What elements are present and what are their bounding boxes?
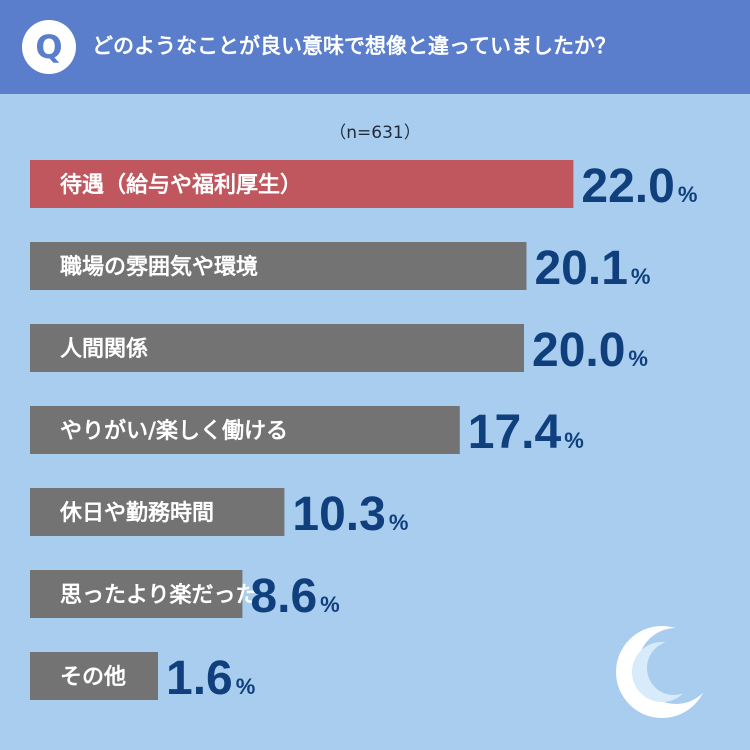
value-label: 20.1%	[534, 242, 650, 295]
category-label: 待遇（給与や福利厚生）	[60, 172, 302, 198]
value-label: 1.6%	[166, 652, 255, 705]
bar	[30, 324, 524, 372]
category-label: 職場の雰囲気や環境	[60, 254, 258, 280]
bar	[30, 242, 527, 290]
bar	[30, 488, 285, 536]
bar	[30, 160, 574, 208]
question-badge: Q	[22, 20, 76, 74]
value-label: 10.3%	[292, 488, 408, 541]
value-label: 17.4%	[468, 406, 584, 459]
value-label: 8.6%	[250, 570, 339, 623]
category-label: やりがい/楽しく働ける	[60, 418, 288, 444]
header-bar: Q どのようなことが良い意味で想像と違っていましたか？	[0, 0, 750, 94]
category-label: その他	[60, 665, 126, 690]
category-label: 思ったより楽だった	[60, 582, 258, 608]
value-label: 20.0%	[532, 324, 648, 377]
value-label: 22.0%	[581, 160, 697, 213]
crescent-logo-icon	[616, 626, 712, 718]
bar	[30, 652, 158, 700]
question-title: どのようなことが良い意味で想像と違っていましたか？	[92, 34, 616, 58]
bar	[30, 406, 460, 454]
category-label: 休日や勤務時間	[59, 500, 214, 526]
category-label: 人間関係	[60, 337, 148, 362]
bar	[30, 570, 243, 618]
sample-size: （n=631）	[329, 123, 421, 143]
